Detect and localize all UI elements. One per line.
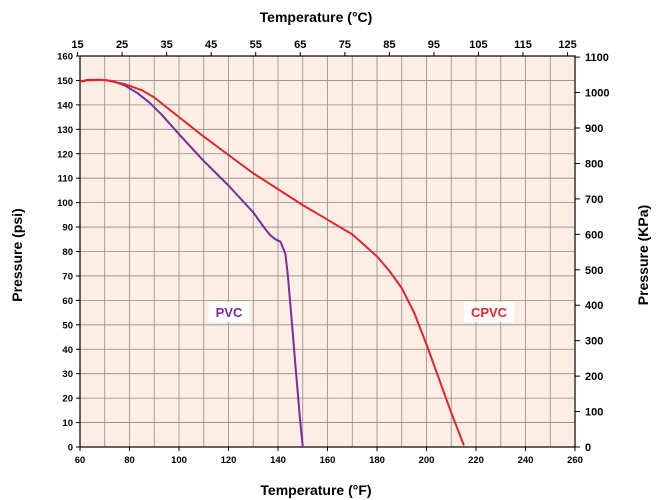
x-axis-top-title: Temperature (°C) [260,9,373,25]
x-top-tick-label: 15 [71,39,83,51]
x-top-tick-label: 35 [161,39,173,51]
y-right-tick-label: 400 [585,300,603,312]
y-right-tick-label: 500 [585,265,603,277]
x-bottom-tick-label: 80 [124,455,135,466]
x-top-tick-label: 25 [116,39,128,51]
y-right-tick-label: 1000 [585,88,609,100]
y-left-tick-label: 80 [62,247,73,258]
series-lines [79,78,465,448]
x-top-tick-label: 105 [469,39,487,51]
y-left-tick-label: 130 [57,125,73,136]
x-bottom-tick-label: 100 [171,455,187,466]
series-label-box-pvc [208,302,250,322]
y-right-tick-label: 700 [585,194,603,206]
y-left-tick-label: 30 [62,369,73,380]
y-left-tick-label: 150 [57,76,73,87]
x-top-tick-label: 45 [205,39,217,51]
x-top-tick-label: 85 [383,39,395,51]
x-top-tick-label: 125 [558,39,576,51]
x-bottom-tick-label: 140 [270,455,286,466]
y-left-tick-label: 50 [62,320,73,331]
y-right-tick-label: 0 [585,442,591,454]
y-left-tick-label: 100 [57,198,73,209]
x-bottom-tick-label: 60 [75,455,86,466]
y-axis-right-tick-labels: 0 100 200 300 400 500 600 700 800 900 1000 1100 [585,52,609,454]
series-line-cpvc [79,78,465,446]
x-bottom-tick-label: 240 [518,455,534,466]
y-right-tick-label: 200 [585,371,603,383]
series-label-cpvc: CPVC [471,305,508,320]
y-left-tick-label: 140 [57,100,73,111]
x-top-tick-label: 115 [514,39,532,51]
x-axis-top-tick-labels: 15 25 35 45 55 65 75 85 95 105 115 125 [71,39,576,51]
x-top-tick-label: 55 [250,39,262,51]
x-bottom-tick-label: 180 [369,455,385,466]
y-right-tick-label: 800 [585,158,603,170]
y-left-tick-label: 70 [62,271,73,282]
grid-lines [79,55,576,448]
x-axis-bottom-tick-labels: 60 80 100 120 140 160 180 200 220 240 260 [75,455,583,466]
y-right-tick-label: 1100 [585,52,609,64]
y-left-tick-label: 10 [62,418,73,429]
x-top-tick-label: 65 [294,39,306,51]
series-labels: PVC CPVC [208,302,514,322]
y-left-tick-label: 160 [57,52,73,63]
x-top-tick-label: 75 [339,39,351,51]
y-left-tick-label: 40 [62,345,73,356]
y-axis-left-title: Pressure (psi) [9,208,25,301]
x-bottom-tick-label: 160 [320,455,336,466]
y-axis-right-title: Pressure (KPa) [635,205,651,305]
y-left-tick-label: 60 [62,296,73,307]
x-bottom-tick-label: 260 [567,455,583,466]
x-bottom-tick-label: 220 [468,455,484,466]
y-right-tick-label: 600 [585,229,603,241]
series-label-box-cpvc [464,302,514,322]
y-left-tick-label: 20 [62,394,73,405]
y-right-tick-label: 300 [585,336,603,348]
y-right-tick-label: 100 [585,407,603,419]
x-axis-bottom-title: Temperature (°F) [260,482,371,498]
x-bottom-tick-label: 120 [221,455,237,466]
plot-area-border [79,55,576,448]
x-bottom-tick-label: 200 [419,455,435,466]
tick-marks [76,52,580,451]
y-left-tick-label: 120 [57,149,73,160]
y-left-tick-label: 0 [68,443,73,454]
y-axis-left-tick-labels: 0 10 20 30 40 50 60 70 80 90 100 110 120 130 140 150 160 [57,52,73,454]
y-left-tick-label: 90 [62,223,73,234]
y-right-tick-label: 900 [585,123,603,135]
series-label-pvc: PVC [216,305,243,320]
x-top-tick-label: 95 [428,39,440,51]
y-left-tick-label: 110 [58,174,73,185]
